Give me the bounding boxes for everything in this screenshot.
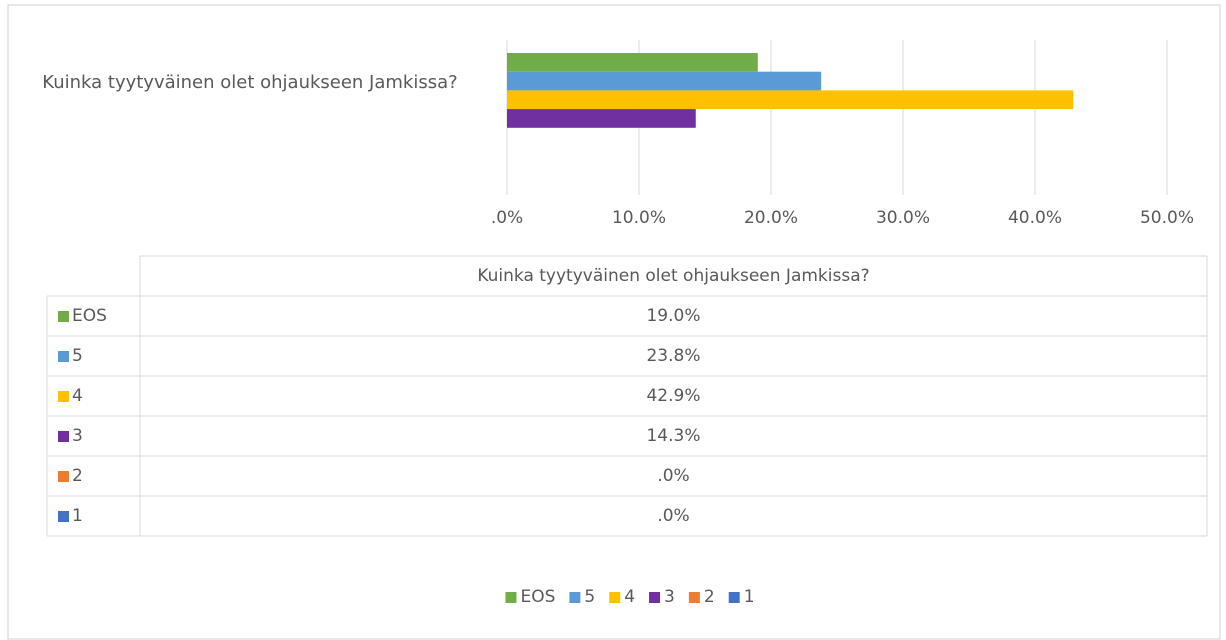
table-legend-key: [58, 311, 69, 322]
y-tick-label: Kuinka tyytyväinen olet ohjaukseen Jamki…: [42, 72, 458, 93]
table-row-label: 3: [72, 426, 83, 446]
x-tick-label: 50.0%: [1140, 208, 1194, 228]
bar: [507, 90, 1074, 110]
table-legend-key: [58, 511, 69, 522]
legend-label: EOS: [520, 587, 555, 607]
legend-label: 1: [744, 587, 755, 607]
x-tick-label: 10.0%: [612, 208, 666, 228]
legend-key: [505, 592, 517, 603]
legend-label: 4: [624, 587, 635, 607]
table-value: .0%: [657, 466, 689, 486]
table-value: 19.0%: [646, 306, 700, 326]
x-tick-label: 30.0%: [876, 208, 930, 228]
table-row-label: EOS: [72, 306, 107, 326]
table-value: 23.8%: [646, 346, 700, 366]
table-header: Kuinka tyytyväinen olet ohjaukseen Jamki…: [477, 266, 869, 286]
bar: [507, 109, 696, 128]
legend-label: 5: [584, 587, 595, 607]
table-row-label: 5: [72, 346, 83, 366]
bar: [507, 71, 822, 91]
legend-key: [728, 592, 740, 603]
x-tick-label: 40.0%: [1008, 208, 1062, 228]
legend-key: [609, 592, 621, 603]
bar: [507, 53, 758, 72]
legend-key: [688, 592, 700, 603]
table-legend-key: [58, 351, 69, 362]
table-row-label: 2: [72, 466, 83, 486]
legend-label: 2: [704, 587, 715, 607]
table-legend-key: [58, 471, 69, 482]
table-row-label: 1: [72, 506, 83, 526]
legend-key: [649, 592, 661, 603]
table-row-label: 4: [72, 386, 83, 406]
x-tick-label: 20.0%: [744, 208, 798, 228]
legend-label: 3: [664, 587, 675, 607]
table-value: 42.9%: [646, 386, 700, 406]
category-label-box: Kuinka tyytyväinen olet ohjaukseen Jamki…: [42, 72, 458, 93]
table-value: .0%: [657, 506, 689, 526]
table-legend-key: [58, 391, 69, 402]
legend-key: [569, 592, 581, 603]
legend: EOS 5 4 3 2 1: [505, 587, 755, 607]
table-value: 14.3%: [646, 426, 700, 446]
table-legend-key: [58, 431, 69, 442]
x-tick-label: .0%: [491, 208, 523, 228]
